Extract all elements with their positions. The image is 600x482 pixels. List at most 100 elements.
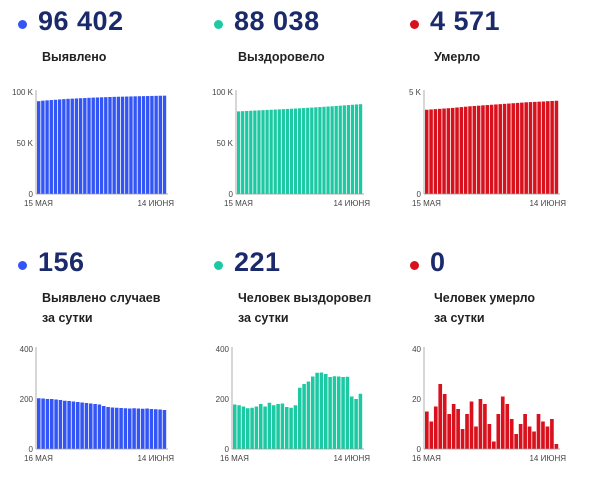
bar [298, 387, 302, 449]
y-tick-label: 200 [216, 395, 230, 404]
bar [54, 399, 58, 449]
stat-label: за сутки [434, 311, 485, 325]
bar [459, 107, 464, 194]
bar [528, 102, 533, 194]
bar [306, 381, 311, 449]
bar [246, 408, 250, 449]
bar [324, 374, 328, 449]
bar [115, 407, 119, 449]
bar [518, 424, 523, 449]
bar [550, 419, 554, 449]
bar [80, 402, 84, 449]
stat-label: Выздоровело [238, 50, 325, 64]
bar [267, 402, 272, 449]
bar [524, 102, 528, 194]
bar [128, 408, 132, 449]
bar [263, 406, 267, 449]
bar [71, 401, 76, 449]
bar [537, 101, 541, 194]
bar [514, 434, 518, 449]
bar [326, 106, 330, 194]
bar [253, 110, 257, 194]
stat-label: за сутки [42, 311, 93, 325]
bar [45, 399, 50, 449]
bar [515, 102, 520, 194]
bar [509, 419, 514, 449]
legend-dot [18, 20, 27, 29]
bar [505, 404, 510, 449]
bar [346, 105, 350, 194]
bar [358, 393, 363, 449]
stat-value: 156 [38, 247, 85, 277]
bar [70, 98, 74, 194]
stat-value: 4 571 [430, 6, 501, 36]
bar [334, 105, 338, 194]
stat-label: Умерло [434, 50, 481, 64]
y-tick-label: 0 [29, 190, 34, 199]
bar [108, 97, 112, 194]
bar [293, 108, 298, 194]
bar [95, 97, 100, 194]
bar [483, 404, 487, 449]
bar [123, 408, 128, 449]
bar [478, 399, 483, 449]
bar [345, 376, 350, 449]
bar [330, 106, 334, 194]
bar [104, 97, 108, 194]
bar [120, 96, 125, 194]
bar [41, 100, 45, 194]
bar [62, 99, 66, 194]
bar [342, 105, 346, 194]
bar [119, 408, 123, 449]
bar [492, 441, 496, 449]
bar [257, 110, 261, 194]
bar [306, 107, 310, 194]
x-end-label: 14 ИЮНЯ [529, 454, 566, 463]
bar [481, 105, 485, 194]
bar [233, 404, 237, 449]
bar [354, 104, 359, 194]
y-tick-label: 400 [216, 345, 230, 354]
bar [429, 109, 433, 194]
x-start-label: 15 МАЯ [412, 199, 441, 208]
stat-value: 96 402 [38, 6, 124, 36]
stat-label: Человек выздоровел [238, 291, 372, 305]
bar [254, 406, 259, 449]
bar [354, 399, 358, 449]
bar [302, 384, 306, 449]
bar [302, 108, 306, 194]
bar [545, 426, 550, 449]
y-tick-label: 400 [20, 345, 34, 354]
x-start-label: 16 МАЯ [24, 454, 53, 463]
bar [322, 106, 326, 194]
bar [437, 108, 442, 194]
bar [511, 103, 515, 194]
bar [57, 99, 62, 194]
bar [150, 95, 154, 194]
bar [311, 376, 315, 449]
x-end-label: 14 ИЮНЯ [137, 199, 174, 208]
y-tick-label: 40 [412, 345, 421, 354]
bar [289, 407, 293, 449]
bar-chart: 0 20 40 16 МАЯ 14 ИЮНЯ [412, 345, 566, 463]
legend-dot [18, 261, 27, 270]
bar [541, 101, 546, 194]
bar [447, 414, 451, 449]
bar [358, 104, 363, 194]
bar [137, 96, 142, 194]
bar [37, 101, 41, 194]
bar [272, 405, 276, 449]
panel-died-total: 4 571 Умерло 0 5 K 15 МАЯ 14 ИЮНЯ [392, 0, 582, 230]
bar-chart: 0 50 K 100 K 15 МАЯ 14 ИЮНЯ [212, 88, 370, 208]
bar [328, 377, 332, 449]
bar [472, 105, 477, 194]
bar [293, 405, 298, 449]
bar [438, 384, 443, 449]
bar [318, 107, 322, 194]
panel-detected-total: 96 402 Выявлено 0 50 K 100 K 15 МАЯ 14 ИЮНЯ [0, 0, 190, 230]
bar [554, 444, 559, 449]
bar [102, 406, 106, 449]
bar [87, 97, 91, 194]
bar [154, 409, 158, 449]
bar [332, 376, 337, 449]
